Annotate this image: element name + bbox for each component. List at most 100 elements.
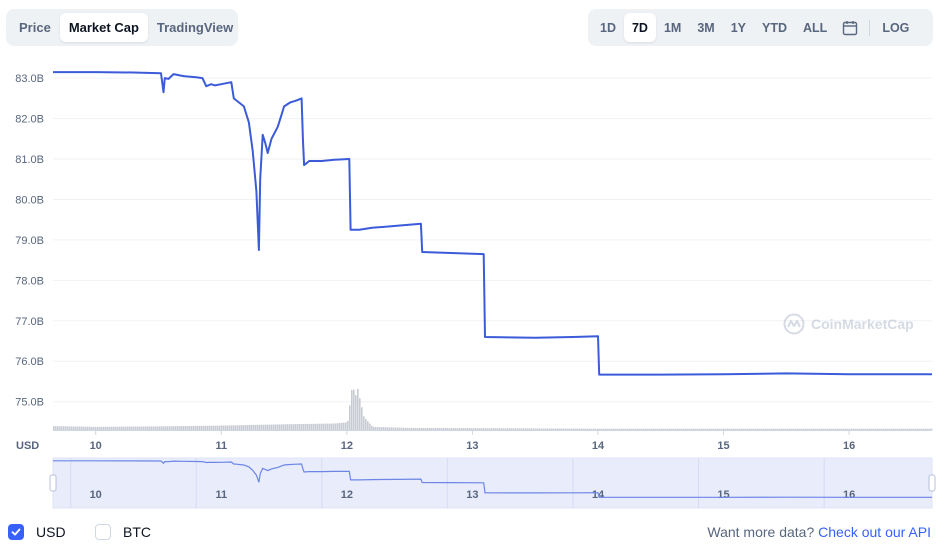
volume-bar [729, 428, 731, 430]
volume-bar [467, 428, 469, 430]
volume-bar [259, 424, 261, 430]
volume-bar [293, 424, 295, 430]
volume-bar [749, 428, 751, 430]
usd-checkbox[interactable] [8, 524, 24, 540]
volume-bar [529, 428, 531, 430]
volume-bar [363, 416, 365, 430]
btc-toggle[interactable]: BTC [95, 524, 151, 540]
volume-bar [663, 428, 665, 430]
volume-bar [773, 428, 775, 430]
volume-bar [877, 428, 879, 430]
volume-bar [559, 428, 561, 430]
usd-toggle[interactable]: USD [8, 524, 66, 540]
volume-bar [869, 428, 871, 430]
navigator-background[interactable] [52, 457, 933, 509]
volume-bar [369, 423, 371, 430]
calendar-icon[interactable] [835, 13, 865, 42]
navigator-right-handle[interactable] [928, 474, 936, 492]
range-1m[interactable]: 1M [663, 20, 682, 35]
navigator-tick-label: 11 [215, 489, 227, 501]
volume-bar [907, 428, 909, 430]
volume-bar [925, 428, 927, 430]
x-tick-label: 11 [215, 440, 227, 452]
volume-bar [215, 425, 217, 430]
volume-bar [227, 425, 229, 430]
volume-bar [533, 428, 535, 430]
volume-bar [807, 428, 809, 430]
volume-bar [267, 424, 269, 430]
x-tick-label: 12 [341, 440, 353, 452]
volume-bar [313, 423, 315, 430]
log-scale-button[interactable]: LOG [882, 20, 910, 35]
volume-bar [311, 423, 313, 430]
volume-bar [239, 425, 241, 430]
volume-bar [635, 428, 637, 430]
volume-bar [899, 428, 901, 430]
chart-footer: USD BTC Want more data? Check out our AP… [0, 519, 937, 545]
volume-bar [445, 428, 447, 430]
volume-bar [509, 428, 511, 430]
volume-bar [929, 428, 931, 430]
range-3m[interactable]: 3M [697, 20, 715, 35]
volume-bar [591, 428, 593, 430]
tab-market-cap[interactable]: Market Cap [59, 13, 148, 42]
volume-bar [407, 427, 409, 430]
volume-bar [305, 423, 307, 430]
volume-bar [169, 426, 171, 430]
volume-bar [399, 427, 401, 430]
volume-bar [443, 428, 445, 430]
volume-bar [459, 428, 461, 430]
volume-bar [107, 426, 109, 430]
volume-bar [831, 428, 833, 430]
volume-bar [875, 428, 877, 430]
volume-bar [315, 423, 317, 430]
btc-checkbox[interactable] [95, 524, 111, 540]
volume-bar [303, 423, 305, 430]
volume-bar [777, 428, 779, 430]
volume-bar [707, 428, 709, 430]
y-tick-label: 78.0B [15, 275, 44, 287]
volume-bar [583, 428, 585, 430]
range-1d[interactable]: 1D [600, 20, 616, 35]
volume-bar [69, 426, 71, 430]
volume-bar [147, 426, 149, 430]
volume-bar [829, 428, 831, 430]
range-1y[interactable]: 1Y [730, 20, 747, 35]
volume-bar [469, 428, 471, 430]
volume-bar [187, 426, 189, 430]
volume-bar [217, 425, 219, 430]
volume-bar [785, 428, 787, 430]
volume-bar [769, 428, 771, 430]
volume-bar [473, 428, 475, 430]
tab-price[interactable]: Price [19, 20, 51, 35]
tab-tradingview[interactable]: TradingView [156, 20, 234, 35]
volume-bar [323, 423, 325, 430]
volume-bar [137, 426, 139, 430]
volume-bar [735, 428, 737, 430]
volume-bar [85, 426, 87, 430]
volume-bar [477, 428, 479, 430]
volume-bar [471, 428, 473, 430]
volume-bar [565, 428, 567, 430]
volume-bar [647, 428, 649, 430]
range-all[interactable]: ALL [803, 20, 828, 35]
navigator-left-handle[interactable] [49, 474, 57, 492]
range-7d[interactable]: 7D [623, 13, 656, 42]
volume-bar [57, 426, 59, 430]
volume-bar [123, 426, 125, 430]
volume-bar [889, 428, 891, 430]
volume-bar [113, 426, 115, 430]
volume-bar [927, 428, 929, 430]
range-ytd[interactable]: YTD [762, 20, 788, 35]
volume-bar [511, 428, 513, 430]
volume-bar [295, 424, 297, 430]
volume-bar [563, 428, 565, 430]
volume-bar [545, 428, 547, 430]
volume-bar [447, 428, 449, 430]
y-tick-label: 80.0B [15, 194, 44, 206]
volume-bar [337, 423, 339, 430]
api-link[interactable]: Check out our API [818, 524, 931, 540]
volume-bar [429, 428, 431, 430]
volume-bar [821, 428, 823, 430]
volume-bar [237, 425, 239, 430]
